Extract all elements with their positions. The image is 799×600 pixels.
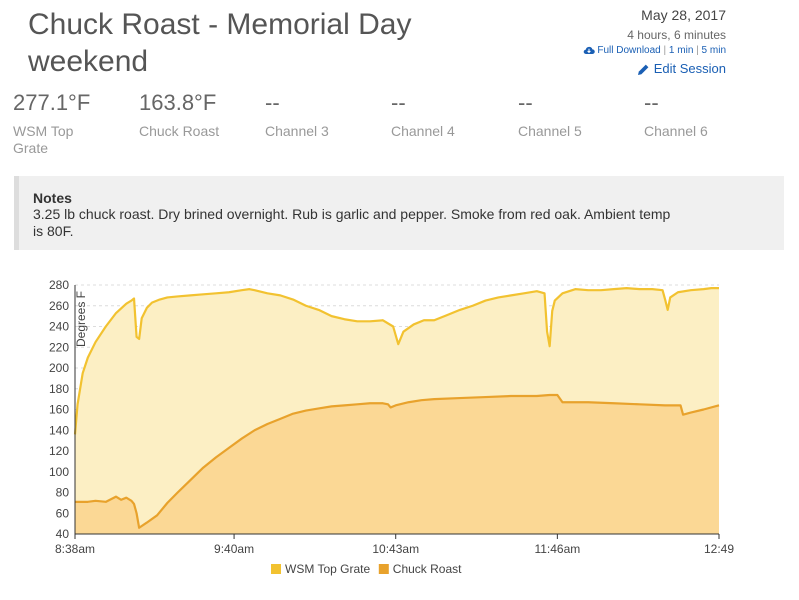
channel-label: Channel 3 (265, 123, 329, 139)
link-separator: | (663, 45, 667, 56)
channel-value: 163.8°F (139, 90, 217, 115)
channel-6: -- Channel 6 (644, 90, 764, 140)
y-tick-label: 100 (49, 465, 69, 479)
notes-text: 3.25 lb chuck roast. Dry brined overnigh… (33, 206, 671, 239)
y-tick-label: 240 (49, 320, 69, 334)
y-tick-label: 280 (49, 278, 69, 292)
y-tick-label: 40 (56, 527, 70, 541)
download-5min-link[interactable]: 5 min (701, 45, 726, 56)
x-tick-label: 11:46am (534, 542, 580, 556)
legend-swatch-1 (378, 564, 389, 574)
channel-label: Chuck Roast (139, 123, 220, 139)
temperature-chart: 40 60 80 100 120 140 160 180 200 220 240 260 280 8:38… (49, 278, 734, 576)
channel-value: -- (518, 90, 533, 115)
y-axis-label: Degrees F (74, 291, 88, 347)
y-tick-label: 180 (49, 382, 69, 396)
download-1min-link[interactable]: 1 min (668, 45, 694, 56)
channel-label: WSM Top Grate (13, 123, 74, 156)
x-tick-label: 9:40am (214, 542, 254, 556)
download-links: Full Download | 1 min | 5 min (583, 44, 726, 58)
page-title: Chuck Roast - Memorial Day weekend (28, 8, 412, 78)
y-tick-label: 120 (49, 444, 69, 458)
y-tick-label: 80 (56, 486, 70, 500)
x-tick-label: 10:43am (372, 542, 419, 556)
link-separator: | (696, 45, 699, 56)
channel-3: -- Channel 3 (265, 90, 385, 140)
cloud-download-icon (583, 47, 595, 55)
series-line-0 (73, 287, 719, 435)
channel-2: 163.8°F Chuck Roast (139, 90, 259, 140)
channel-value: -- (391, 90, 406, 115)
series-area-1 (75, 394, 719, 534)
channel-label: Channel 6 (644, 123, 708, 139)
y-tick-label: 160 (49, 403, 69, 417)
x-tick-label: 8:38am (55, 542, 95, 556)
series-line-1 (75, 393, 720, 529)
channel-1: 277.1°F WSM Top Grate (13, 90, 133, 157)
notes-heading: Notes (33, 190, 72, 206)
session-date: May 28, 2017 (641, 7, 726, 23)
notes-panel: Notes 3.25 lb chuck roast. Dry brined ov… (14, 176, 784, 250)
full-download-link[interactable]: Full Download (597, 45, 661, 56)
channel-value: -- (265, 90, 280, 115)
channel-5: -- Channel 5 (518, 90, 638, 140)
pencil-icon (638, 64, 649, 76)
y-tick-label: 140 (49, 423, 69, 437)
legend-label-1: Chuck Roast (393, 562, 462, 576)
y-tick-label: 260 (49, 299, 69, 313)
channel-value: 277.1°F (13, 90, 91, 115)
y-tick-label: 200 (49, 361, 69, 375)
legend-swatch-0 (271, 564, 281, 574)
channel-4: -- Channel 4 (391, 90, 511, 140)
x-tick-label: 12:49 (704, 542, 734, 556)
channel-label: Channel 5 (518, 123, 582, 139)
legend-label-0: WSM Top Grate (285, 562, 370, 576)
y-tick-label: 220 (49, 340, 69, 354)
edit-session-link[interactable]: Edit Session (583, 60, 726, 78)
channel-label: Channel 4 (391, 123, 455, 139)
session-duration: 4 hours, 6 minutes (627, 28, 726, 42)
edit-session-label: Edit Session (653, 61, 726, 76)
y-tick-label: 60 (56, 506, 70, 520)
session-meta: May 28, 2017 4 hours, 6 minutes Full Dow… (583, 6, 726, 78)
channel-value: -- (644, 90, 659, 115)
